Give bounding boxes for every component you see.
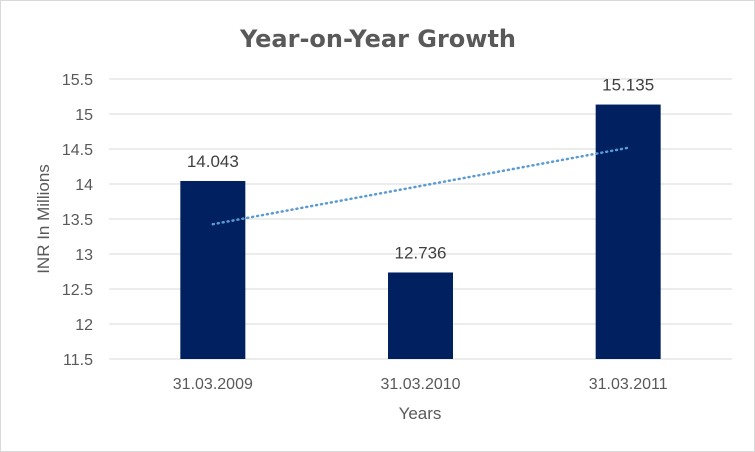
chart-title: Year-on-Year Growth	[239, 25, 516, 53]
y-tick-label: 11.5	[63, 352, 93, 369]
trendline	[211, 146, 630, 226]
data-label: 12.736	[395, 243, 447, 262]
bar	[595, 104, 661, 359]
data-label: 14.043	[187, 152, 239, 171]
y-tick-label: 15.5	[62, 72, 93, 89]
x-tick-label: 31.03.2011	[589, 376, 668, 393]
y-tick-label: 13	[75, 247, 93, 264]
y-tick-label: 12	[75, 317, 93, 334]
y-tick-label: 14.5	[62, 142, 93, 159]
bar	[180, 180, 246, 359]
y-tick-label: 15	[75, 107, 93, 124]
y-axis-label: INR In Millions	[34, 164, 53, 274]
x-axis-label: Years	[399, 404, 442, 423]
y-tick-label: 13.5	[62, 212, 93, 229]
y-tick-label: 12.5	[62, 282, 93, 299]
y-tick-label: 14	[75, 177, 93, 194]
x-tick-label: 31.03.2009	[173, 376, 253, 393]
x-tick-label: 31.03.2010	[380, 376, 460, 393]
bar	[388, 272, 453, 359]
data-label: 15.135	[602, 76, 654, 95]
